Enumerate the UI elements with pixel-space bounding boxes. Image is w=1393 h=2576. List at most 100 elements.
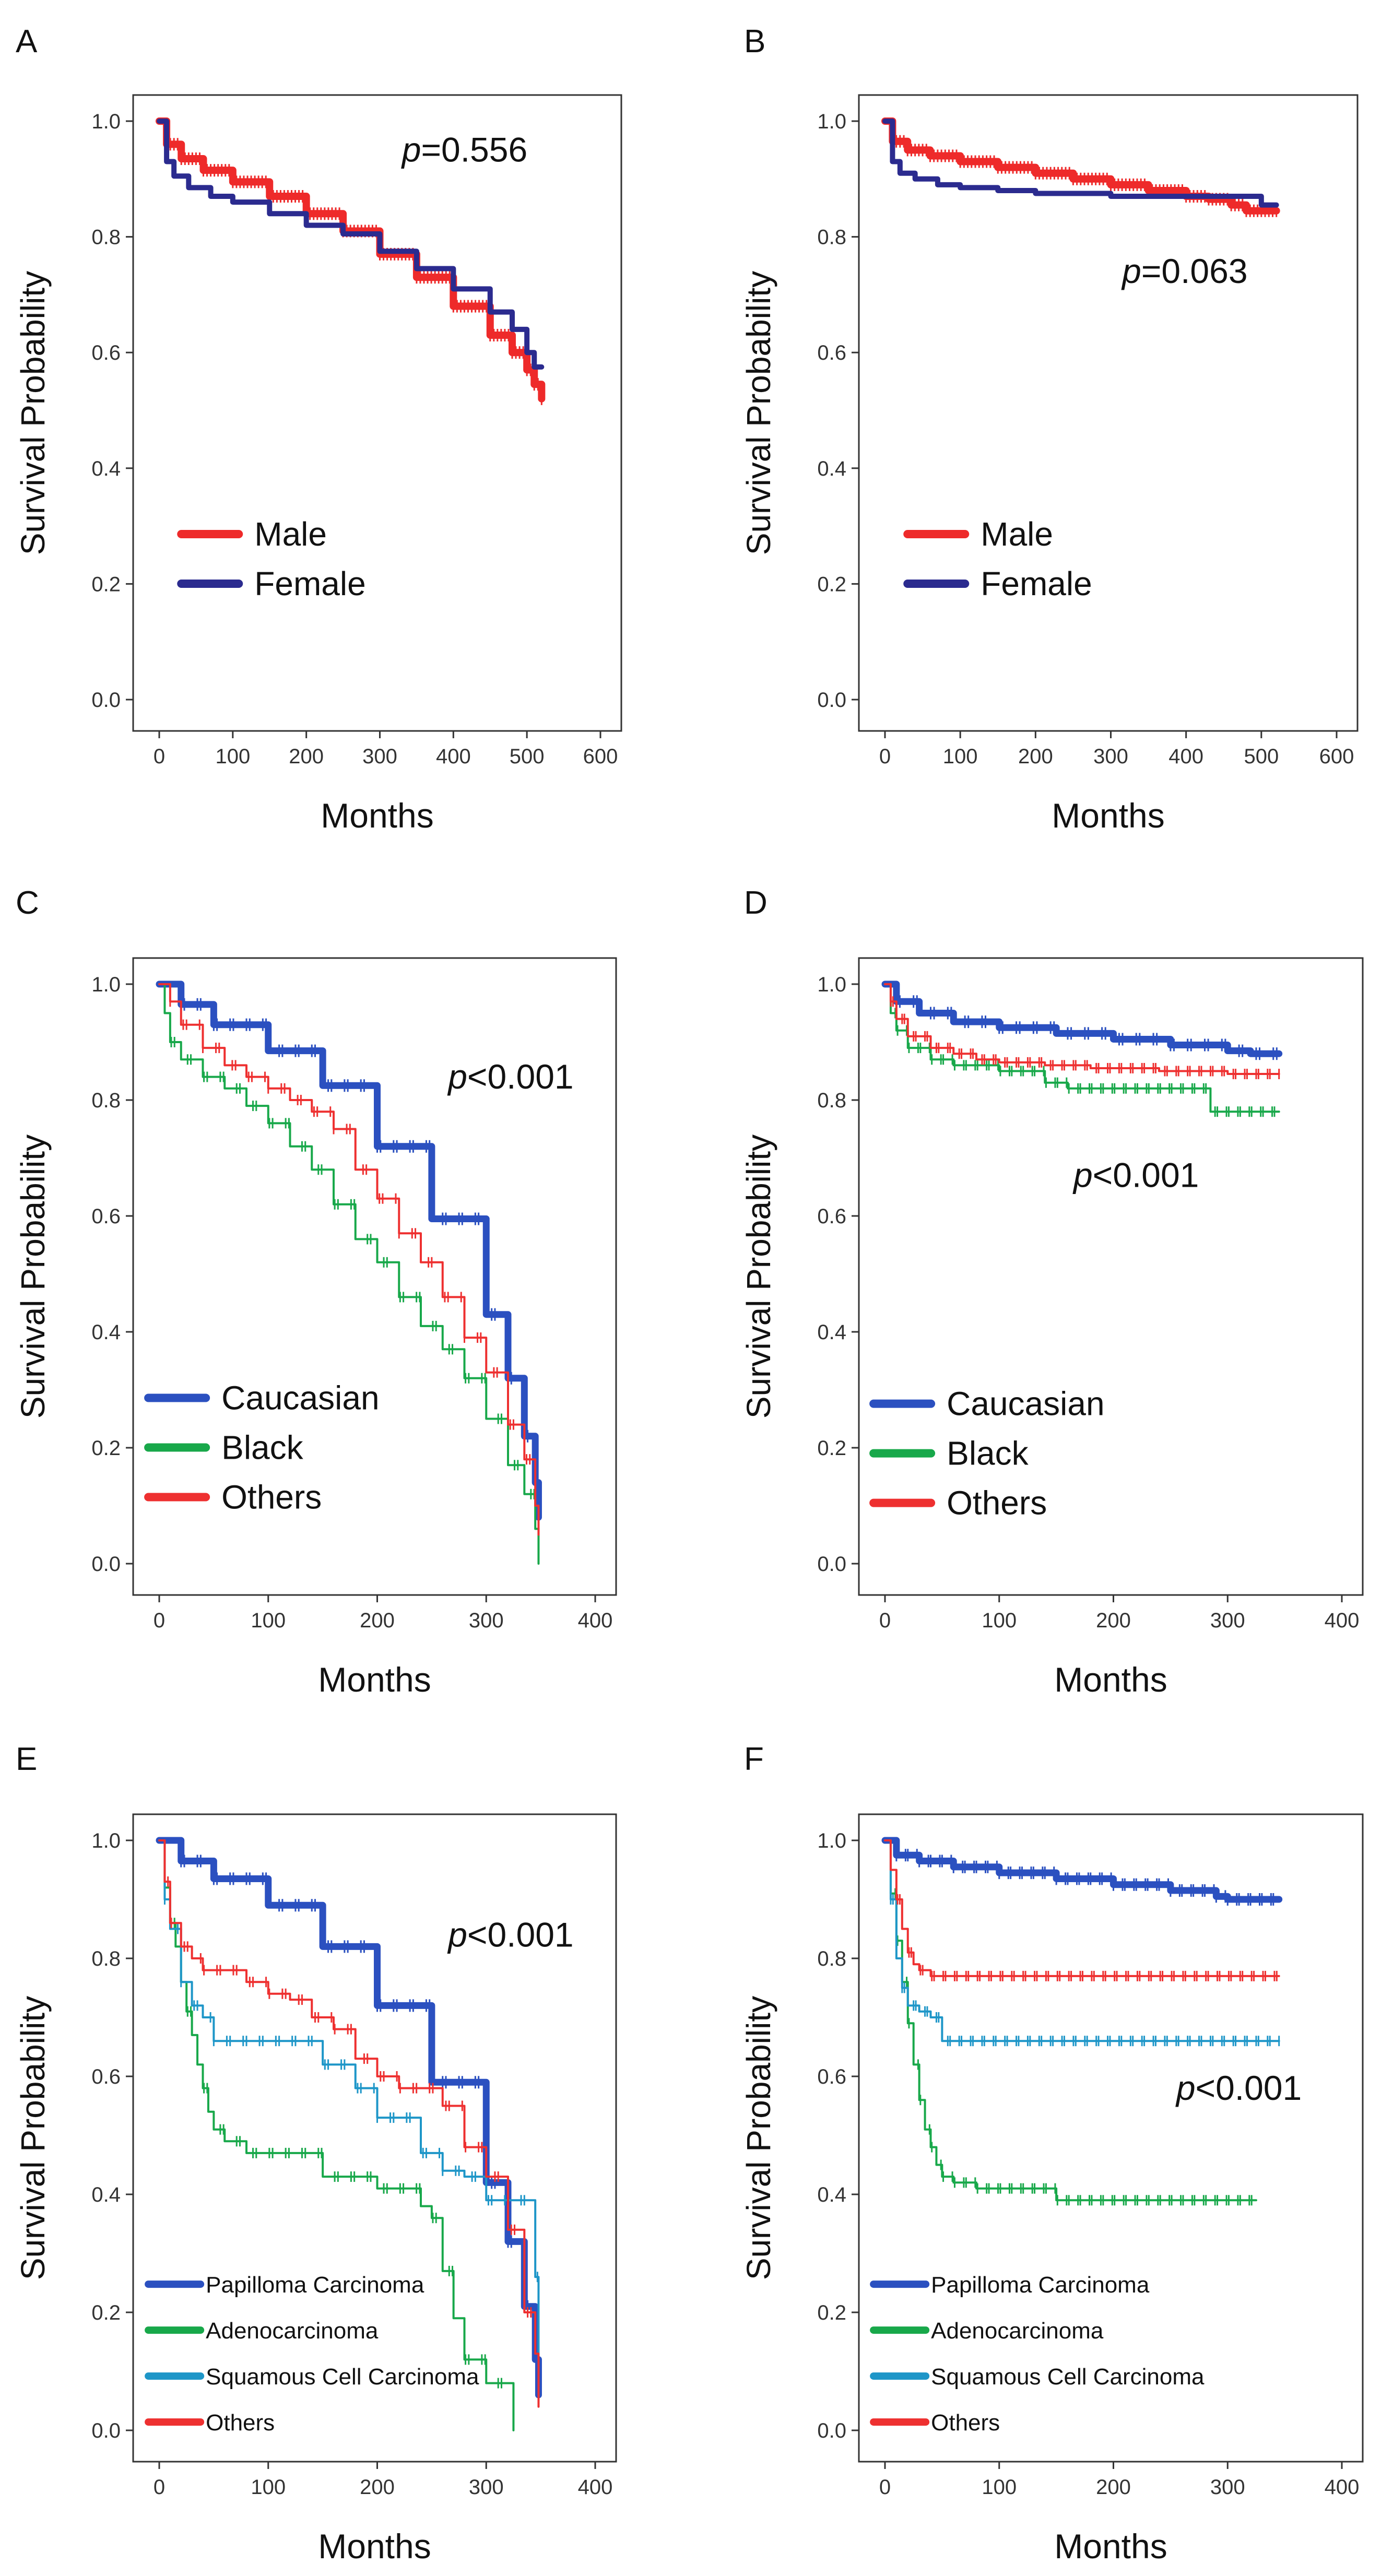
p-value-number: <0.001: [467, 1915, 574, 1954]
x-tick-label: 200: [1018, 745, 1053, 768]
legend-label: Squamous Cell Carcinoma: [206, 2364, 479, 2390]
survival-curve: [881, 1837, 1283, 1903]
x-tick-label: 400: [1325, 2476, 1360, 2499]
x-tick-label: 400: [436, 745, 471, 768]
series-others: [158, 983, 540, 1536]
legend: Papilloma Carcinoma Adenocarcinoma Squamou…: [870, 2272, 1205, 2436]
y-tick-label: 0.8: [817, 226, 846, 249]
x-axis-label: Months: [1052, 796, 1164, 835]
x-tick-label: 400: [1168, 745, 1203, 768]
p-value-number: <0.001: [467, 1057, 574, 1096]
y-tick-label: 0.0: [91, 1553, 121, 1576]
panel-letter: E: [16, 1741, 37, 1777]
y-tick-label: 0.2: [91, 2301, 121, 2324]
x-axis-label: Months: [1054, 2527, 1167, 2566]
x-tick-label: 100: [251, 1609, 286, 1632]
legend-label: Others: [947, 1484, 1047, 1522]
x-tick-label: 0: [879, 745, 891, 768]
plot-frame: [132, 1813, 617, 2463]
y-tick-label: 0.8: [817, 1089, 846, 1112]
series-black: [884, 983, 1280, 1117]
x-tick-label: 400: [578, 2476, 613, 2499]
y-tick-label: 0.4: [91, 1321, 121, 1344]
x-tick-label: 300: [469, 2476, 504, 2499]
survival-curve: [158, 1839, 540, 2372]
survival-curve: [884, 983, 1280, 1076]
plot-frame: [858, 94, 1359, 732]
y-tick-label: 0.0: [817, 2419, 846, 2442]
panel-e: E 0.0 0.2 0.4 0.6 0.8 1.0 0 100 200 300 400 Survival…: [14, 1741, 617, 2566]
y-tick-label: 0.8: [817, 1947, 846, 1970]
y-tick-label: 0.6: [91, 2065, 121, 2088]
legend-label: Black: [947, 1435, 1029, 1472]
y-tick-label: 0.2: [817, 2301, 846, 2324]
series-others: [884, 983, 1280, 1080]
panel-letter: B: [744, 23, 765, 60]
plot-frame: [858, 1813, 1364, 2463]
p-value-number: =0.063: [1141, 252, 1248, 290]
x-tick-label: 300: [469, 1609, 504, 1632]
plot-frame: [858, 957, 1364, 1596]
p-value: p=0.556: [401, 131, 527, 169]
p-value-symbol: p: [401, 131, 421, 169]
y-axis-label: Survival Probability: [14, 1996, 52, 2280]
p-value-symbol: p: [447, 1915, 467, 1954]
y-tick-label: 1.0: [817, 110, 846, 133]
survival-curve: [882, 119, 1279, 208]
x-tick-label: 200: [1096, 2476, 1131, 2499]
legend-label: Caucasian: [221, 1379, 379, 1417]
legend-label: Others: [206, 2410, 275, 2436]
series-female: [882, 119, 1279, 208]
y-axis-label: Survival Probability: [14, 1135, 52, 1419]
legend-label: Male: [981, 515, 1053, 553]
x-tick-label: 300: [1093, 745, 1128, 768]
y-tick-label: 0.2: [817, 1437, 846, 1460]
y-tick-label: 0.2: [91, 573, 121, 596]
y-tick-label: 0.8: [91, 1947, 121, 1970]
y-tick-label: 0.4: [91, 457, 121, 480]
legend-label: Others: [931, 2410, 1000, 2436]
survival-curve: [158, 983, 540, 1536]
series-others: [158, 1839, 540, 2408]
p-value: p<0.001: [1072, 1156, 1199, 1195]
x-tick-label: 200: [289, 745, 324, 768]
x-tick-label: 0: [154, 745, 165, 768]
panel-letter: F: [744, 1741, 764, 1777]
legend-label: Squamous Cell Carcinoma: [931, 2364, 1205, 2390]
x-tick-label: 100: [251, 2476, 286, 2499]
x-tick-label: 200: [360, 1609, 395, 1632]
p-value-symbol: p: [1175, 2069, 1196, 2107]
legend-label: Papilloma Carcinoma: [206, 2272, 424, 2298]
legend-label: Female: [981, 565, 1092, 602]
plot-frame: [132, 957, 617, 1596]
panel-a: A 0.0 0.2 0.4 0.6 0.8 1.0 0 100 200 300 400 500 600 Su…: [14, 23, 622, 835]
x-tick-label: 0: [879, 2476, 891, 2499]
plot-frame: [132, 94, 622, 732]
series-female: [157, 119, 545, 370]
p-value-number: =0.556: [421, 131, 527, 169]
panel-d: D 0.0 0.2 0.4 0.6 0.8 1.0 0 100 200 300 400 Survival…: [740, 885, 1364, 1699]
x-tick-label: 300: [362, 745, 397, 768]
legend-label: Caucasian: [947, 1385, 1104, 1423]
survival-curve: [884, 1839, 1257, 2202]
y-axis-label: Survival Probability: [740, 1996, 777, 2280]
y-tick-label: 0.0: [91, 689, 121, 712]
x-tick-label: 100: [943, 745, 978, 768]
x-tick-label: 200: [360, 2476, 395, 2499]
x-tick-label: 400: [1325, 1609, 1360, 1632]
y-tick-label: 0.0: [817, 1553, 846, 1576]
x-tick-label: 100: [982, 2476, 1017, 2499]
panel-c: C 0.0 0.2 0.4 0.6 0.8 1.0 0 100 200 300 400 Survival…: [14, 885, 617, 1699]
series-squamous-cell-carcinoma: [884, 1839, 1280, 2047]
p-value-number: <0.001: [1093, 1156, 1199, 1195]
panel-letter: D: [744, 885, 768, 921]
survival-curve: [884, 1839, 1280, 1977]
y-tick-label: 0.2: [817, 573, 846, 596]
y-tick-label: 0.8: [91, 1089, 121, 1112]
y-tick-label: 0.6: [91, 1205, 121, 1228]
y-tick-label: 0.2: [91, 1437, 121, 1460]
x-tick-label: 400: [578, 1609, 613, 1632]
p-value-symbol: p: [447, 1057, 467, 1096]
survival-curve: [158, 1839, 540, 2408]
panel-f: F 0.0 0.2 0.4 0.6 0.8 1.0 0 100 200 300 400 Survival…: [740, 1741, 1364, 2566]
